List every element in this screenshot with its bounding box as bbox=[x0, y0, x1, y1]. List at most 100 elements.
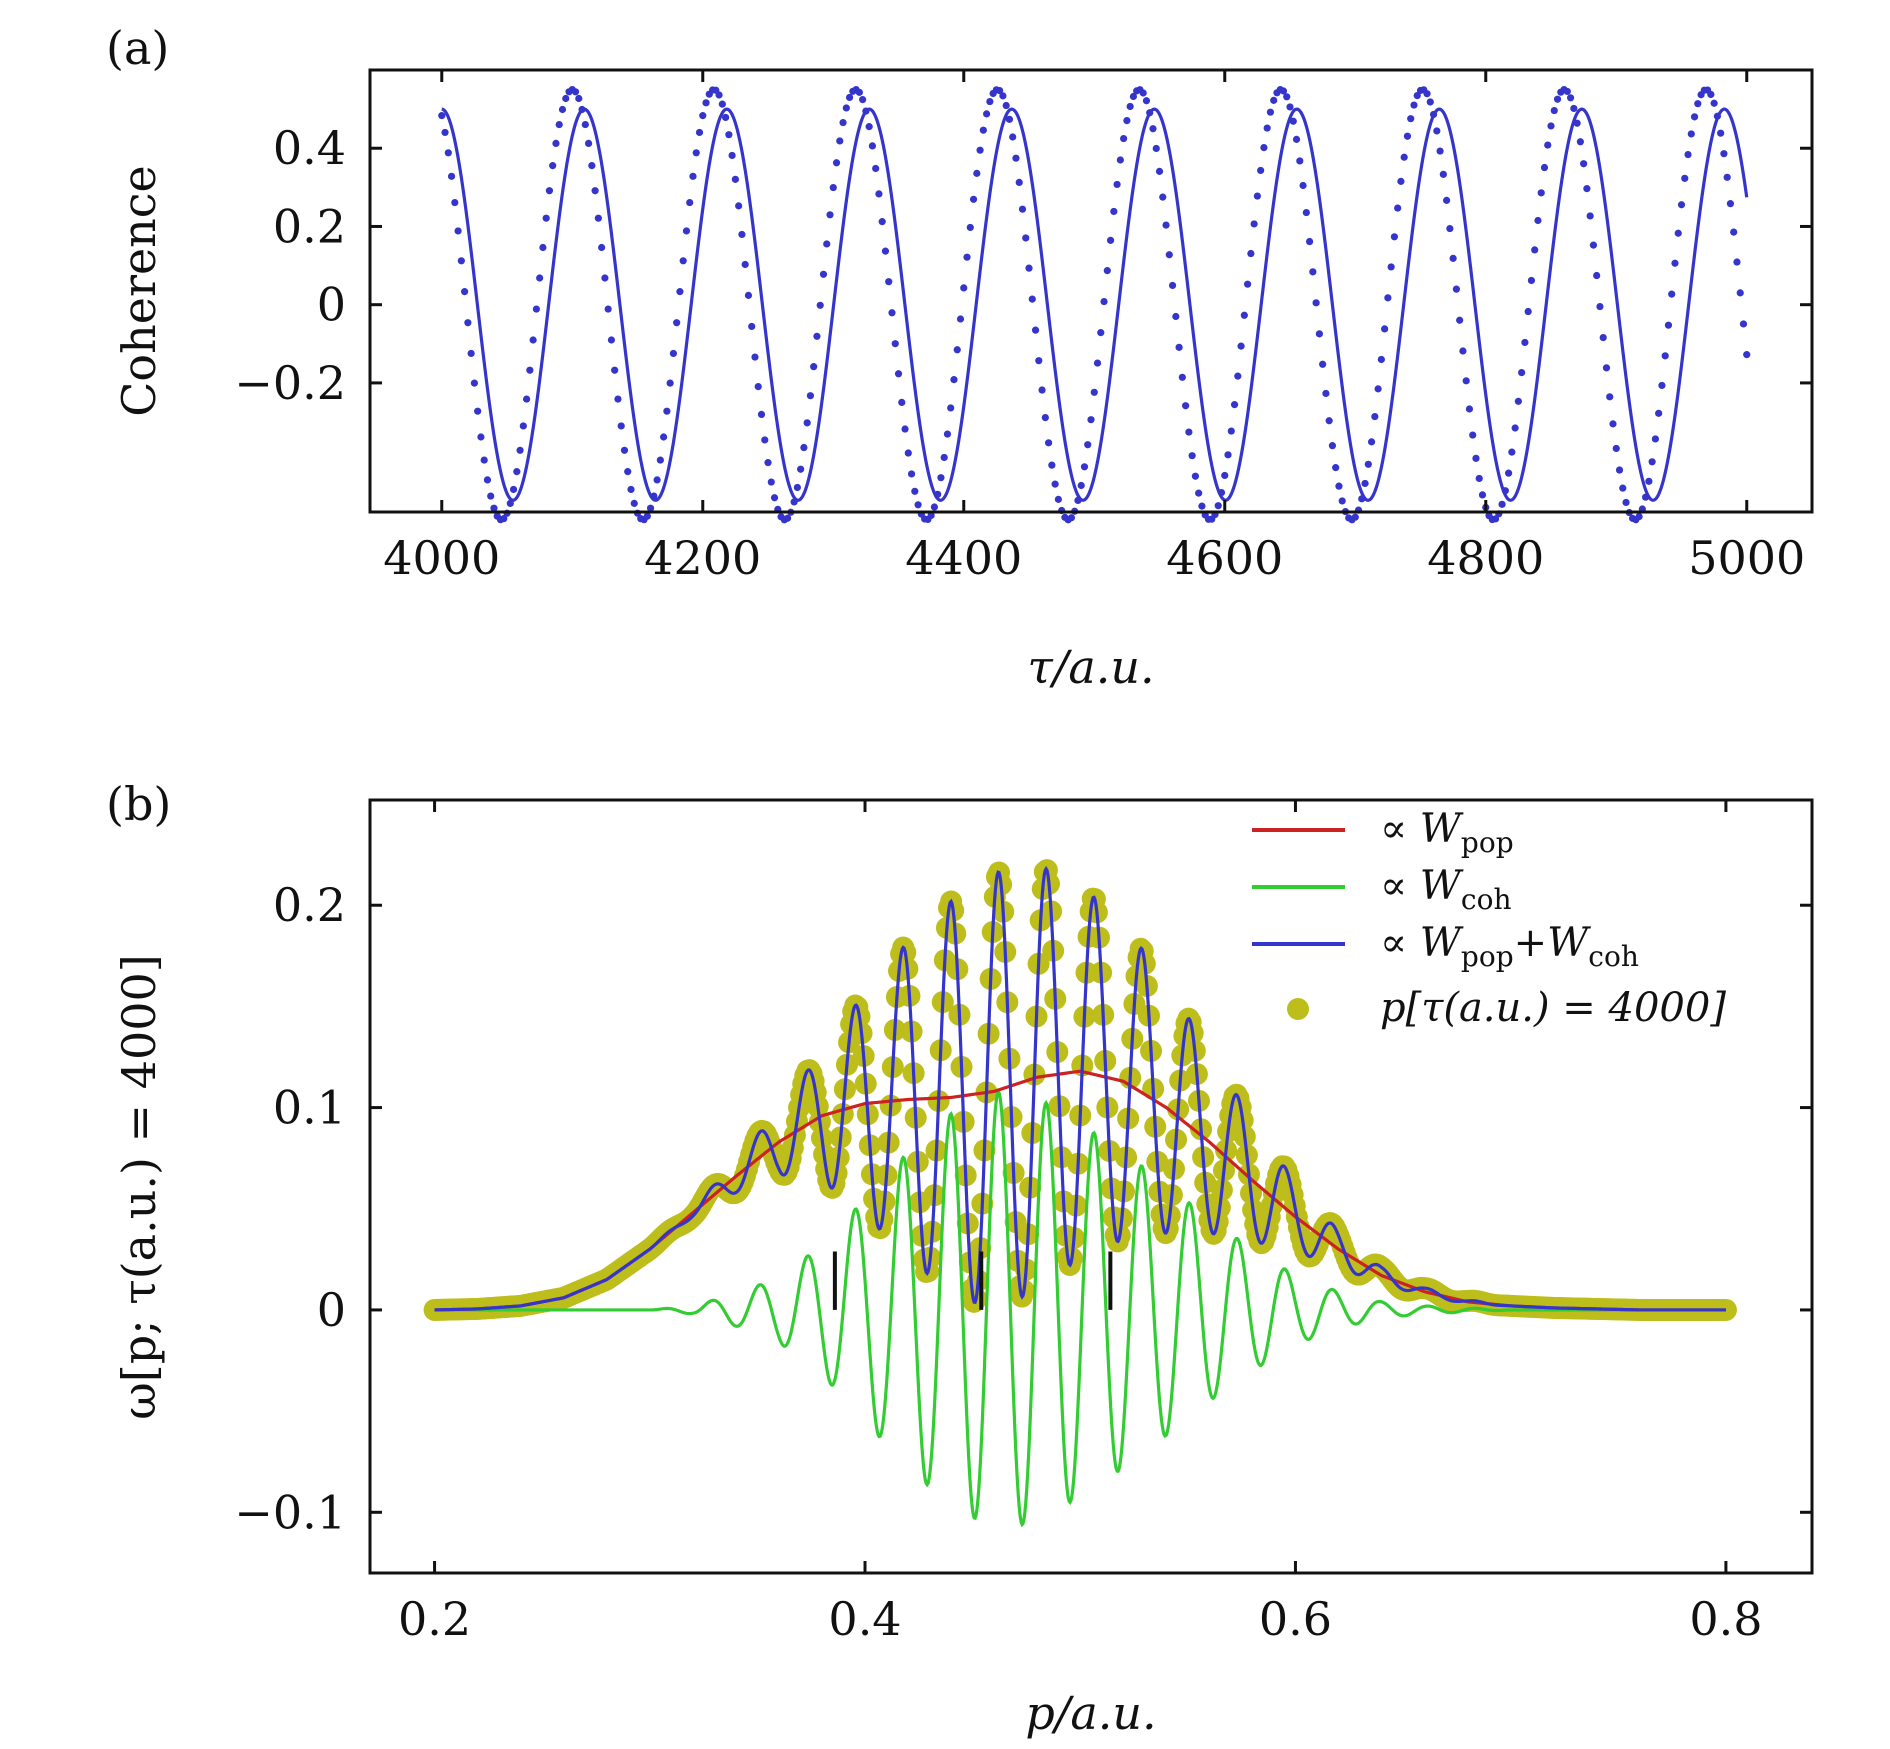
panel-a-ytick-label: 0.4 bbox=[273, 121, 346, 175]
series-dotted-point bbox=[1338, 497, 1346, 505]
series-dotted-point bbox=[1126, 102, 1134, 111]
series-dotted-point bbox=[1185, 428, 1193, 436]
series-dotted-point bbox=[1266, 108, 1275, 116]
series-dotted-point bbox=[1253, 192, 1261, 200]
series-dotted-point bbox=[1475, 474, 1483, 483]
series-dotted-point bbox=[588, 162, 596, 170]
series-dotted-point bbox=[656, 456, 664, 464]
series-dotted-point bbox=[1397, 177, 1405, 185]
series-dotted-point bbox=[1361, 479, 1369, 488]
series-dotted-point bbox=[689, 172, 697, 180]
series-dotted-point bbox=[1518, 368, 1526, 377]
series-dotted-point bbox=[1325, 417, 1333, 425]
series-dotted-point bbox=[839, 118, 847, 127]
series-dotted-point bbox=[832, 159, 841, 167]
series-dotted-point bbox=[1309, 268, 1317, 276]
legend-entry-label: ∝ Wpop+Wcoh bbox=[1380, 920, 1639, 973]
series-dotted-point bbox=[536, 274, 544, 282]
panel-b-xtick-label: 0.2 bbox=[398, 1592, 471, 1646]
series-dotted-point bbox=[1524, 307, 1532, 316]
series-dotted-point bbox=[1615, 466, 1624, 474]
series-dotted-point bbox=[604, 305, 612, 313]
series-dotted-point bbox=[526, 366, 534, 374]
series-dotted-point bbox=[624, 468, 632, 476]
series-dotted-point bbox=[470, 379, 478, 387]
series-dotted-point bbox=[555, 120, 563, 129]
series-dotted-point bbox=[875, 190, 883, 198]
panel-b-legend: ∝ Wpop∝ Wcoh∝ Wpop+Wcoh p[τ(a.u.) = 4000] bbox=[1252, 806, 1726, 1031]
series-dotted-point bbox=[1707, 90, 1715, 99]
series-dotted-point bbox=[1491, 515, 1500, 523]
series-dotted-point bbox=[1028, 295, 1036, 303]
series-dotted-point bbox=[1433, 127, 1441, 135]
series-dotted-point bbox=[813, 332, 821, 340]
series-dotted-point bbox=[986, 97, 994, 106]
series-dotted-point bbox=[660, 433, 668, 441]
series-dotted-point bbox=[1730, 228, 1738, 236]
series-dotted-point bbox=[1400, 153, 1408, 161]
series-dotted-point bbox=[1178, 373, 1186, 381]
legend-entry-label: ∝ Wpop bbox=[1380, 806, 1514, 859]
series-dotted-point bbox=[552, 139, 560, 148]
series-dotted-point bbox=[1224, 451, 1232, 459]
series-dotted-point bbox=[741, 260, 749, 269]
panel-a-ytick-label: −0.2 bbox=[234, 356, 346, 410]
series-dotted-point bbox=[1635, 512, 1643, 521]
series-dotted-point bbox=[1674, 229, 1682, 237]
series-dotted-point bbox=[728, 151, 736, 160]
series-dotted-point bbox=[676, 288, 684, 296]
series-dotted-point bbox=[679, 257, 687, 265]
series-dotted-point bbox=[1087, 416, 1095, 424]
series-wcoh-line bbox=[434, 1089, 1726, 1528]
series-dotted-point bbox=[1012, 154, 1020, 162]
series-dotted-point bbox=[914, 501, 922, 509]
series-dotted-point bbox=[1661, 352, 1669, 360]
series-dotted-point bbox=[943, 430, 952, 438]
series-dotted-point bbox=[1129, 92, 1138, 101]
series-dotted-point bbox=[1589, 241, 1598, 249]
panel-b-series bbox=[423, 859, 1737, 1528]
series-dotted-point bbox=[1237, 342, 1245, 350]
series-dotted-point bbox=[963, 253, 971, 261]
series-dotted-point bbox=[483, 476, 492, 484]
series-dotted-point bbox=[1381, 325, 1389, 333]
series-dotted-point bbox=[976, 146, 984, 154]
series-dotted-point bbox=[519, 422, 527, 430]
series-dotted-point bbox=[487, 492, 495, 500]
series-dotted-point bbox=[1544, 141, 1552, 149]
series-dotted-point bbox=[1668, 290, 1676, 298]
series-dotted-point bbox=[506, 499, 514, 507]
series-dotted-point bbox=[1009, 133, 1017, 141]
series-dotted-point bbox=[1456, 316, 1464, 324]
series-dotted-point bbox=[904, 449, 912, 457]
series-dotted-point bbox=[1586, 212, 1594, 220]
series-dotted-point bbox=[1531, 246, 1539, 254]
series-dotted-point bbox=[1093, 359, 1102, 367]
series-dotted-point bbox=[1390, 233, 1399, 241]
panel-b-ylabel: ω[p; τ(a.u.) = 4000] bbox=[112, 954, 166, 1419]
series-dotted-point bbox=[1035, 357, 1043, 365]
series-dotted-point bbox=[1120, 134, 1128, 143]
panel-a-ylabel: Coherence bbox=[112, 165, 166, 417]
series-dotted-point bbox=[529, 336, 537, 344]
series-dotted-point bbox=[1100, 297, 1108, 306]
panel-a-xtick-label: 4800 bbox=[1427, 531, 1544, 585]
series-dotted-point bbox=[1527, 276, 1536, 285]
series-dotted-point bbox=[686, 198, 694, 207]
series-dotted-point bbox=[1315, 330, 1323, 338]
series-dotted-point bbox=[969, 195, 978, 203]
series-dotted-point bbox=[1234, 372, 1242, 380]
series-dotted-point bbox=[1537, 189, 1545, 197]
series-dotted-point bbox=[646, 504, 655, 512]
series-dotted-point bbox=[1077, 481, 1085, 490]
series-dotted-point bbox=[754, 382, 762, 391]
series-dotted-point bbox=[457, 257, 465, 265]
series-dotted-point bbox=[1198, 502, 1206, 510]
series-dotted-point bbox=[806, 392, 815, 400]
series-dotted-point bbox=[1671, 259, 1679, 267]
series-dotted-point bbox=[669, 349, 678, 358]
series-dotted-point bbox=[1139, 89, 1147, 97]
series-dotted-point bbox=[898, 398, 906, 407]
series-dotted-point bbox=[1717, 129, 1725, 137]
